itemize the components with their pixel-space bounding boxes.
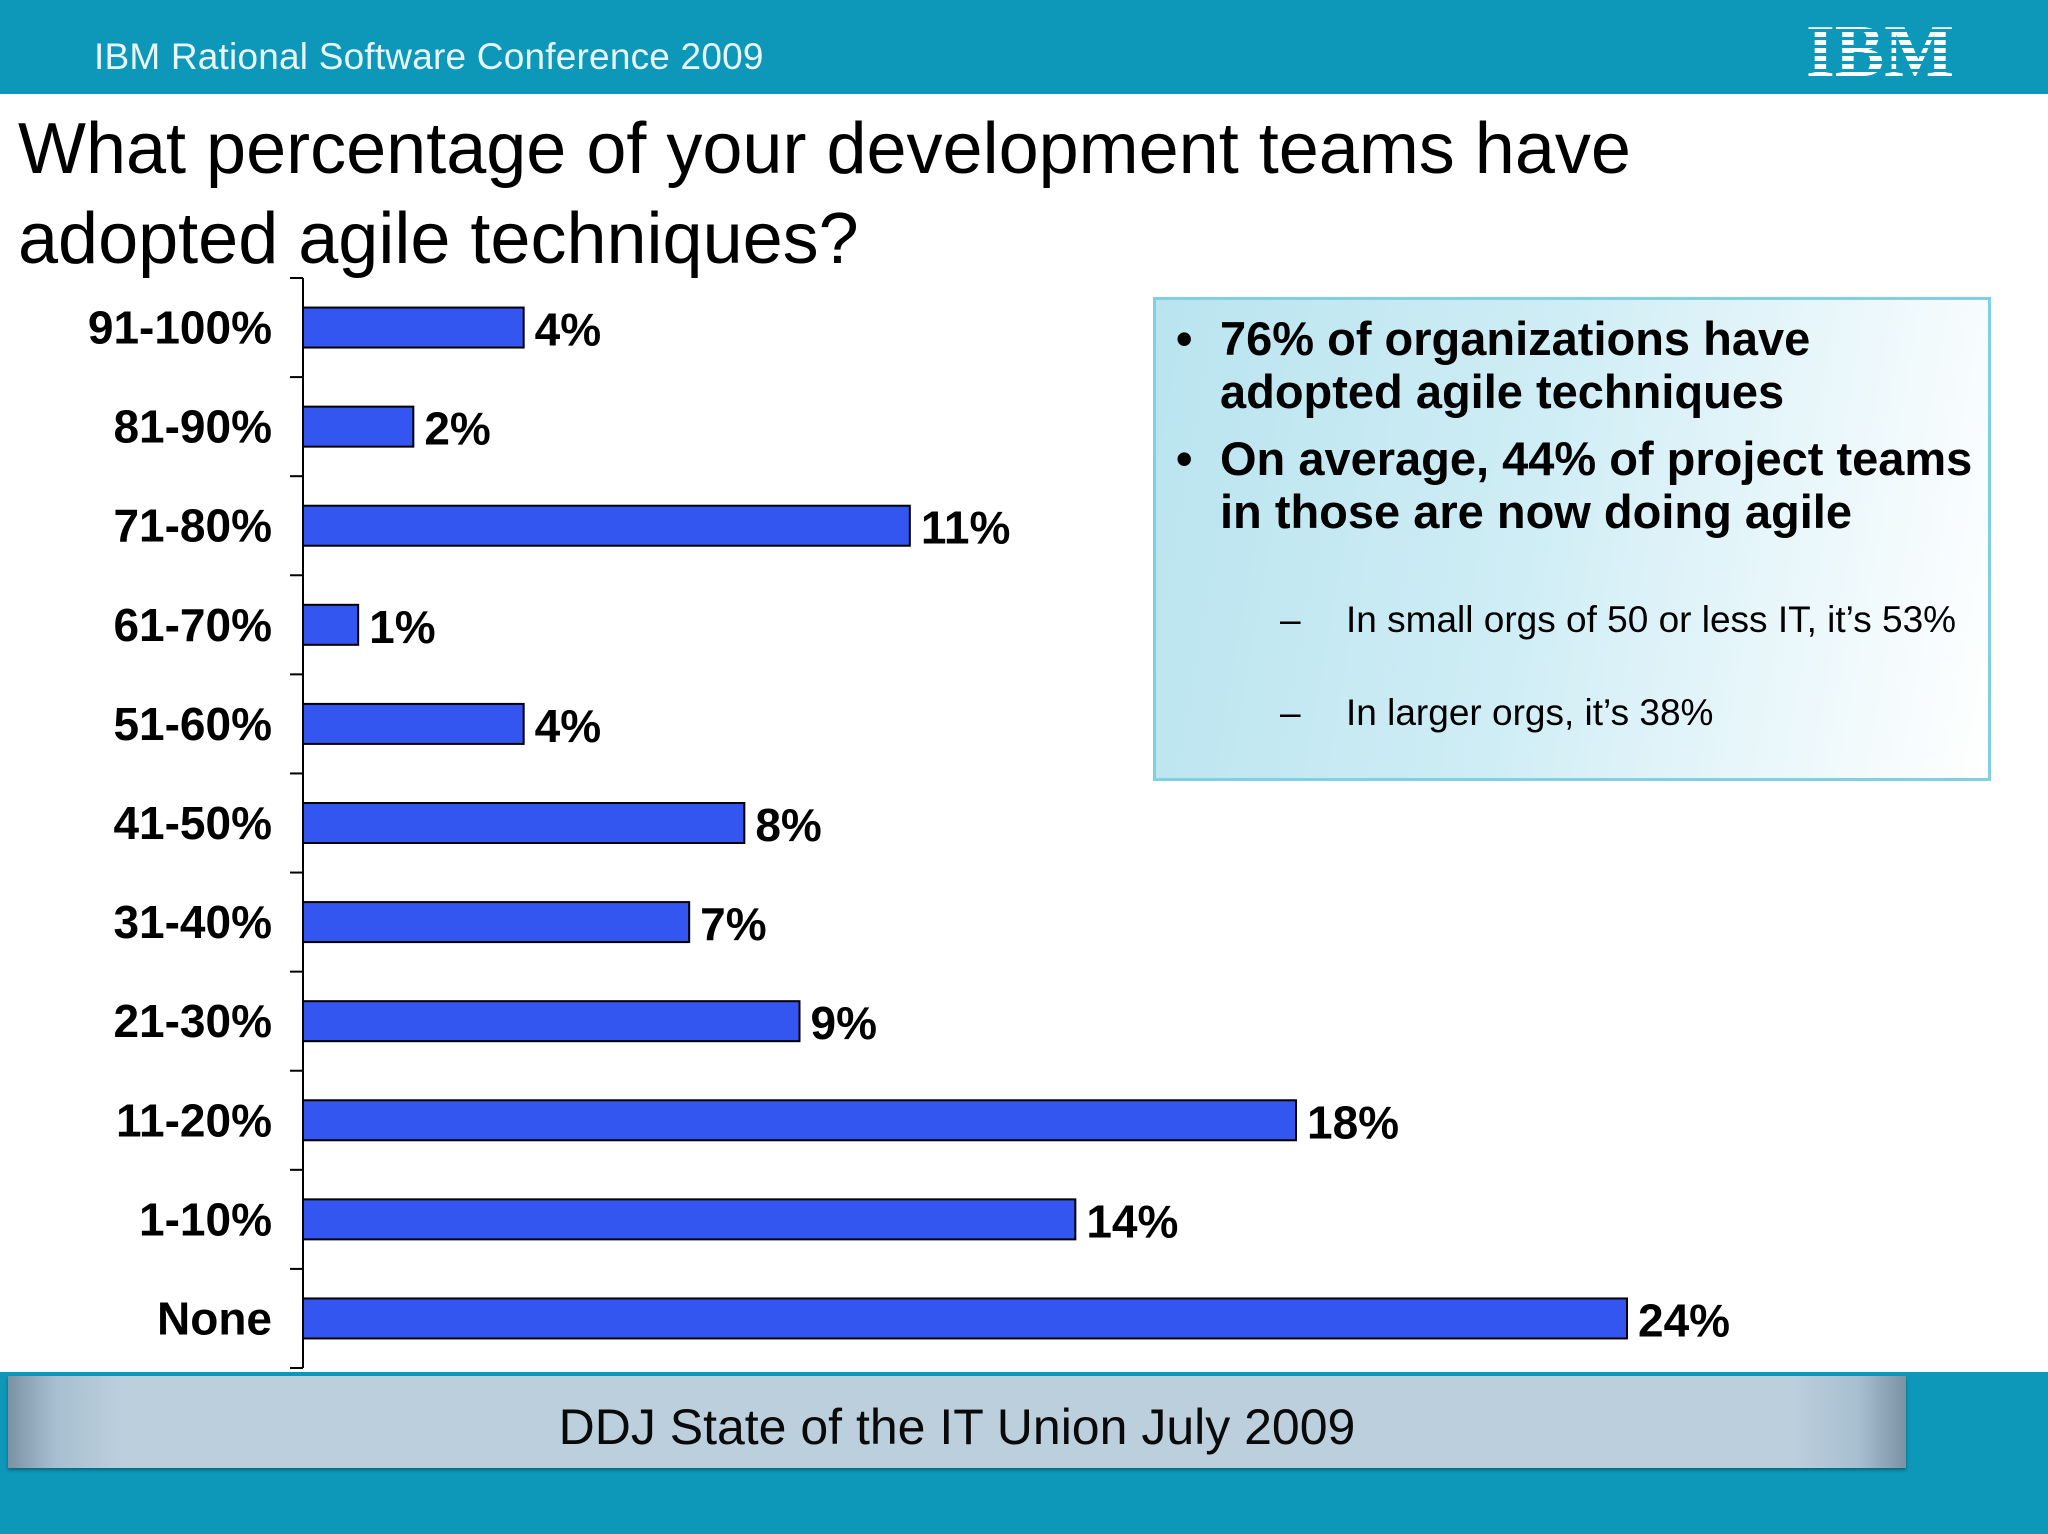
header-bar: IBM Rational Software Conference 2009 IB… (0, 0, 2048, 94)
data-label: 18% (1307, 1096, 1399, 1148)
data-label: 1% (369, 601, 435, 653)
category-label: 71-80% (113, 500, 272, 552)
category-label: 31-40% (113, 896, 272, 948)
bar (302, 1000, 801, 1043)
bar (302, 306, 525, 349)
category-label: 51-60% (113, 698, 272, 750)
category-label: 41-50% (113, 797, 272, 849)
bar (302, 901, 691, 944)
svg-text:IBM: IBM (1806, 16, 1954, 80)
slide-title: What percentage of your development team… (18, 109, 1631, 279)
data-label: 24% (1638, 1294, 1730, 1346)
callout-sub-bullet-text: In larger orgs, it’s 38% (1346, 692, 1714, 733)
bar (302, 405, 415, 448)
callout-bullet-text: On average, 44% of project teams in thos… (1220, 432, 1973, 538)
data-label: 4% (535, 304, 601, 356)
source-citation: DDJ State of the IT Union July 2009 (558, 1399, 1356, 1455)
category-label: 81-90% (113, 401, 272, 453)
callout-bullet-text: 76% of organizations have adopted agile … (1220, 312, 1811, 418)
data-label: 8% (755, 799, 821, 851)
source-bar: DDJ State of the IT Union July 2009 (8, 1376, 1906, 1468)
bar-chart: 91-100% 4% 81-90% 2% 71-80% 11% 61-70% 1% 51-60%… (88, 277, 1730, 1369)
category-label: 91-100% (88, 302, 272, 354)
category-label: None (157, 1292, 272, 1344)
sub-bullet-dash: – (1280, 692, 1301, 733)
bar (302, 603, 360, 646)
callout-sub-bullet-text: In small orgs of 50 or less IT, it’s 53% (1346, 599, 1957, 640)
data-label: 7% (700, 898, 766, 950)
conference-title: IBM Rational Software Conference 2009 (94, 36, 764, 77)
sub-bullet-dash: – (1280, 599, 1301, 640)
bullet-dot: • (1176, 432, 1193, 485)
callout-box: • 76% of organizations have adopted agil… (1153, 297, 1991, 781)
data-label: 9% (811, 997, 877, 1049)
data-label: 14% (1086, 1195, 1178, 1247)
category-label: 21-30% (113, 995, 272, 1047)
category-label: 11-20% (116, 1094, 272, 1146)
category-label: 1-10% (139, 1193, 272, 1245)
bar (302, 702, 525, 745)
bar (302, 1297, 1628, 1340)
bar (302, 1099, 1297, 1142)
data-label: 11% (921, 502, 1011, 554)
category-label: 61-70% (113, 599, 272, 651)
bullet-dot: • (1176, 312, 1193, 365)
bar (302, 802, 746, 844)
bar (302, 504, 911, 547)
data-label: 2% (424, 403, 490, 455)
ibm-logo: IBM (1806, 16, 1954, 80)
bar (302, 1198, 1077, 1241)
data-label: 4% (535, 700, 601, 752)
